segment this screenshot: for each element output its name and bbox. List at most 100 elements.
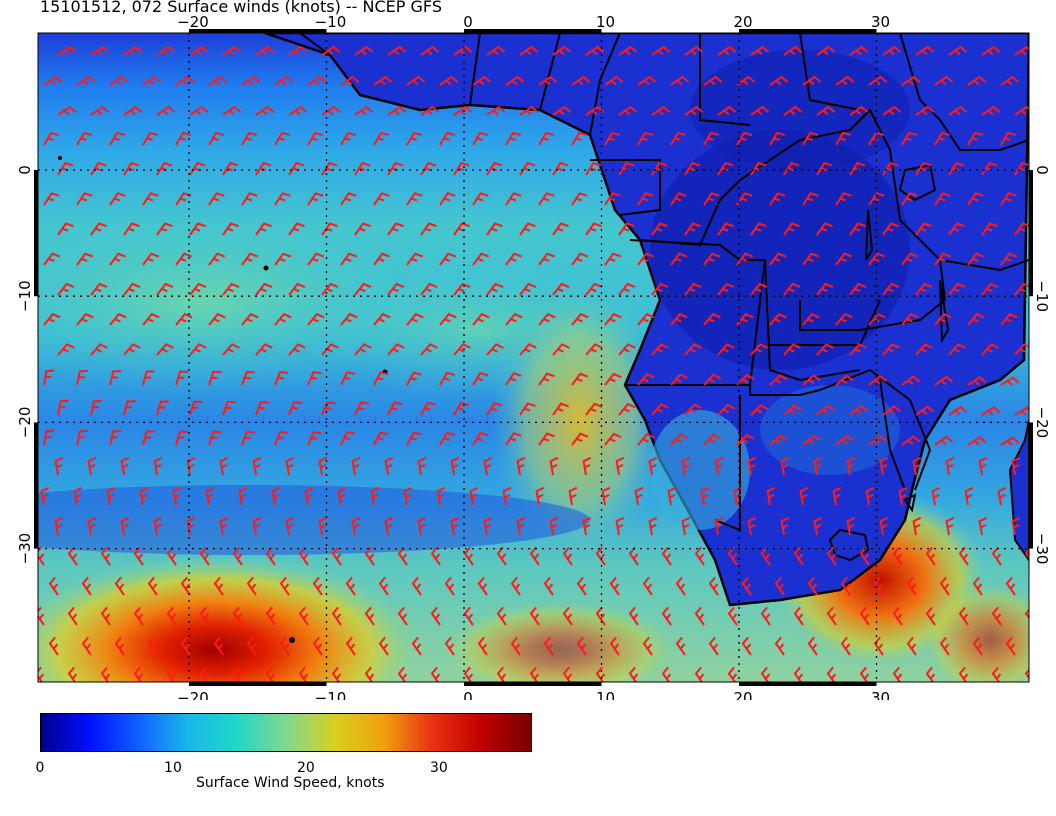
wind-barb xyxy=(472,371,489,386)
wind-barb xyxy=(717,105,737,116)
wind-barb xyxy=(90,399,103,416)
wind-barb xyxy=(972,576,983,596)
wind-barb xyxy=(958,606,969,626)
wind-barb xyxy=(90,222,107,236)
wind-barb xyxy=(90,343,108,356)
wind-barb xyxy=(123,161,140,176)
wind-barb xyxy=(585,222,602,236)
wind-barb xyxy=(958,546,969,566)
wind-barb xyxy=(100,606,111,626)
wind-barb xyxy=(826,606,837,626)
wind-barb xyxy=(279,576,290,596)
wind-barb xyxy=(769,312,787,326)
wind-barb xyxy=(331,666,342,682)
wind-barb xyxy=(1000,436,1020,446)
wind-barb xyxy=(406,312,424,326)
wind-barb xyxy=(628,606,639,626)
wind-barb xyxy=(156,282,174,296)
wind-barb xyxy=(684,222,701,236)
wind-barb xyxy=(120,456,130,476)
lon-tick-label: 0 xyxy=(463,689,473,700)
wind-barb xyxy=(100,666,111,682)
wind-barb xyxy=(180,636,191,656)
wind-barb xyxy=(505,75,525,86)
wind-barb xyxy=(166,606,177,626)
wind-barb xyxy=(868,435,887,446)
wind-barb xyxy=(450,516,460,536)
wind-barb xyxy=(304,486,314,506)
wind-barb xyxy=(714,516,724,536)
country-borders xyxy=(299,33,1029,562)
wind-barb xyxy=(109,252,127,266)
wind-barb xyxy=(915,405,935,416)
wind-barb xyxy=(288,343,306,356)
wind-barb xyxy=(307,312,325,326)
wind-barb xyxy=(538,252,556,266)
wind-barb xyxy=(868,252,886,266)
wind-barb xyxy=(997,486,1007,506)
wind-barb xyxy=(298,666,309,682)
wind-barb xyxy=(769,434,788,446)
colorbar-tick-label: 0 xyxy=(35,760,45,776)
wind-barb xyxy=(519,343,537,356)
wind-barb xyxy=(142,75,162,86)
wind-barb xyxy=(892,666,903,682)
wind-barb xyxy=(373,131,390,146)
wind-barb xyxy=(774,576,785,596)
wind-barb xyxy=(816,45,836,56)
wind-barb xyxy=(288,45,308,56)
wind-barb xyxy=(241,370,255,386)
wind-barb xyxy=(123,400,136,416)
wind-barb xyxy=(232,606,243,626)
wind-barb xyxy=(816,161,833,176)
wind-barb xyxy=(562,666,573,682)
wind-barb xyxy=(939,576,950,596)
wind-barb xyxy=(340,75,360,86)
wind-barb xyxy=(274,75,294,86)
wind-barb xyxy=(123,222,140,236)
wind-barb xyxy=(651,282,669,296)
wind-barb xyxy=(81,576,92,596)
wind-barb xyxy=(948,282,966,296)
wind-barb xyxy=(40,486,50,506)
wind-barb xyxy=(717,282,735,296)
wind-barb xyxy=(307,431,322,446)
frame-segment xyxy=(739,682,877,686)
wind-barb xyxy=(354,45,374,56)
wind-barb xyxy=(717,161,734,176)
wind-barb xyxy=(156,343,174,356)
wind-barb xyxy=(340,371,355,386)
wind-barb xyxy=(271,486,281,506)
wind-barb xyxy=(430,666,441,682)
wind-barb xyxy=(232,666,243,682)
wind-barb xyxy=(618,402,636,416)
wind-barb xyxy=(189,161,206,176)
wind-barb xyxy=(486,161,503,176)
wind-barb xyxy=(552,282,570,296)
wind-barb xyxy=(213,636,224,656)
wind-barb xyxy=(571,372,589,386)
wind-barb xyxy=(991,606,1002,626)
wind-barb xyxy=(307,252,325,266)
wind-barb xyxy=(364,666,375,682)
wind-barb xyxy=(463,546,474,566)
wind-barb xyxy=(972,636,983,656)
wind-barb xyxy=(585,343,603,356)
island xyxy=(289,637,295,643)
wind-barb xyxy=(906,576,917,596)
wind-barb xyxy=(675,576,686,596)
wind-barb xyxy=(1034,77,1052,85)
wind-barb xyxy=(681,516,691,536)
wind-barb xyxy=(750,282,768,296)
wind-barb xyxy=(222,222,239,236)
wind-barb xyxy=(865,486,875,506)
wind-barb xyxy=(298,546,309,566)
wind-barb xyxy=(898,486,908,506)
wind-barb xyxy=(529,606,540,626)
wind-barb xyxy=(934,312,952,326)
wind-barb xyxy=(868,375,887,386)
frame-segment xyxy=(464,682,602,686)
wind-barb xyxy=(835,312,853,326)
frame-segment xyxy=(1029,170,1033,297)
wind-barb xyxy=(246,636,257,656)
